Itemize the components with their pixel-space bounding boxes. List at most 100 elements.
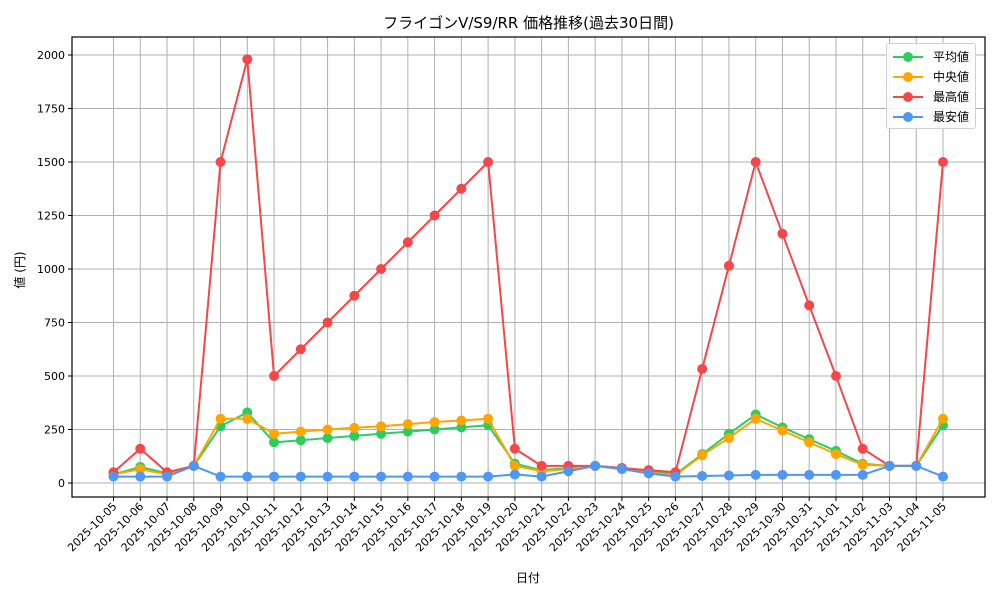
data-point <box>135 471 146 482</box>
data-point <box>349 290 360 301</box>
data-point <box>135 443 146 454</box>
data-point <box>643 468 654 479</box>
data-point <box>938 413 948 424</box>
data-point <box>857 443 868 454</box>
data-point <box>750 413 761 424</box>
data-point <box>804 437 815 448</box>
data-point <box>135 464 146 475</box>
series-line <box>108 54 948 478</box>
data-point <box>777 425 788 436</box>
data-point <box>483 471 494 482</box>
data-point <box>269 437 280 448</box>
chart-title: フライゴンV/S9/RR 価格推移(過去30日間) <box>383 14 674 32</box>
y-tick-label: 1500 <box>37 156 65 169</box>
y-tick-label: 750 <box>44 317 65 330</box>
y-tick-label: 0 <box>58 477 65 490</box>
data-point <box>429 417 440 428</box>
data-point <box>269 371 280 381</box>
data-point <box>269 471 280 482</box>
data-point <box>857 459 868 470</box>
data-point <box>456 183 467 194</box>
data-point <box>536 471 547 482</box>
data-point <box>242 413 253 424</box>
data-point <box>938 471 948 482</box>
legend-marker-icon <box>903 92 913 102</box>
y-tick-label: 1000 <box>37 263 65 276</box>
data-point <box>456 422 467 433</box>
data-point <box>322 471 333 482</box>
data-point <box>322 433 333 444</box>
legend-marker-icon <box>903 72 913 82</box>
data-point <box>884 460 895 471</box>
data-point <box>456 415 467 426</box>
legend-item-min: 最安値 <box>893 107 973 127</box>
data-point <box>349 471 360 482</box>
grid <box>72 37 985 497</box>
x-axis-label: 日付 <box>516 571 540 585</box>
data-point <box>723 433 734 444</box>
data-point <box>483 157 494 167</box>
y-tick-label: 1250 <box>37 210 65 223</box>
data-point <box>509 460 520 471</box>
data-point <box>697 363 708 374</box>
data-point <box>830 469 841 480</box>
data-point <box>322 317 333 328</box>
data-point <box>777 469 788 480</box>
data-point <box>429 210 440 221</box>
data-point <box>295 435 306 446</box>
data-point <box>376 428 387 439</box>
data-point <box>509 443 520 454</box>
data-point <box>269 428 280 439</box>
data-point <box>777 228 788 239</box>
data-point <box>295 471 306 482</box>
data-point <box>402 419 413 430</box>
data-point <box>804 300 815 311</box>
data-point <box>376 264 387 274</box>
data-point <box>242 54 253 65</box>
data-point <box>938 157 948 167</box>
data-point <box>456 471 467 482</box>
data-point <box>911 460 922 471</box>
series-line <box>108 413 948 481</box>
data-point <box>402 237 413 248</box>
data-point <box>322 424 333 435</box>
data-point <box>697 450 708 461</box>
data-point <box>857 469 868 480</box>
data-point <box>509 469 520 480</box>
data-point <box>804 469 815 480</box>
legend-item-max: 最高値 <box>893 87 973 107</box>
data-point <box>242 471 253 482</box>
y-tick-label: 500 <box>44 370 65 383</box>
data-point <box>830 449 841 460</box>
y-tick-label: 250 <box>44 424 65 437</box>
data-point <box>563 466 574 477</box>
data-point <box>697 470 708 481</box>
data-point <box>750 469 761 480</box>
data-point <box>483 413 494 424</box>
legend-item-median: 中央値 <box>893 67 973 87</box>
legend: 平均値 中央値 最高値 最安値 <box>886 43 976 129</box>
data-point <box>295 344 306 355</box>
data-point <box>215 471 226 482</box>
y-tick-label: 2000 <box>37 49 65 62</box>
y-tick-label: 1750 <box>37 103 65 116</box>
plot-frame <box>71 36 986 498</box>
data-point <box>349 422 360 433</box>
data-point <box>536 460 547 471</box>
legend-marker-icon <box>903 112 913 122</box>
series-line <box>108 460 948 482</box>
data-point <box>295 426 306 437</box>
data-point <box>429 424 440 435</box>
data-point <box>723 260 734 271</box>
data-point <box>616 464 627 475</box>
data-point <box>215 157 226 167</box>
data-point <box>723 470 734 481</box>
legend-item-average: 平均値 <box>893 47 973 67</box>
data-point <box>215 413 226 424</box>
data-point <box>402 426 413 437</box>
y-axis-label: 値 (円) <box>12 251 27 288</box>
data-point <box>590 460 601 471</box>
data-point <box>162 471 173 482</box>
legend-marker-icon <box>903 52 913 62</box>
